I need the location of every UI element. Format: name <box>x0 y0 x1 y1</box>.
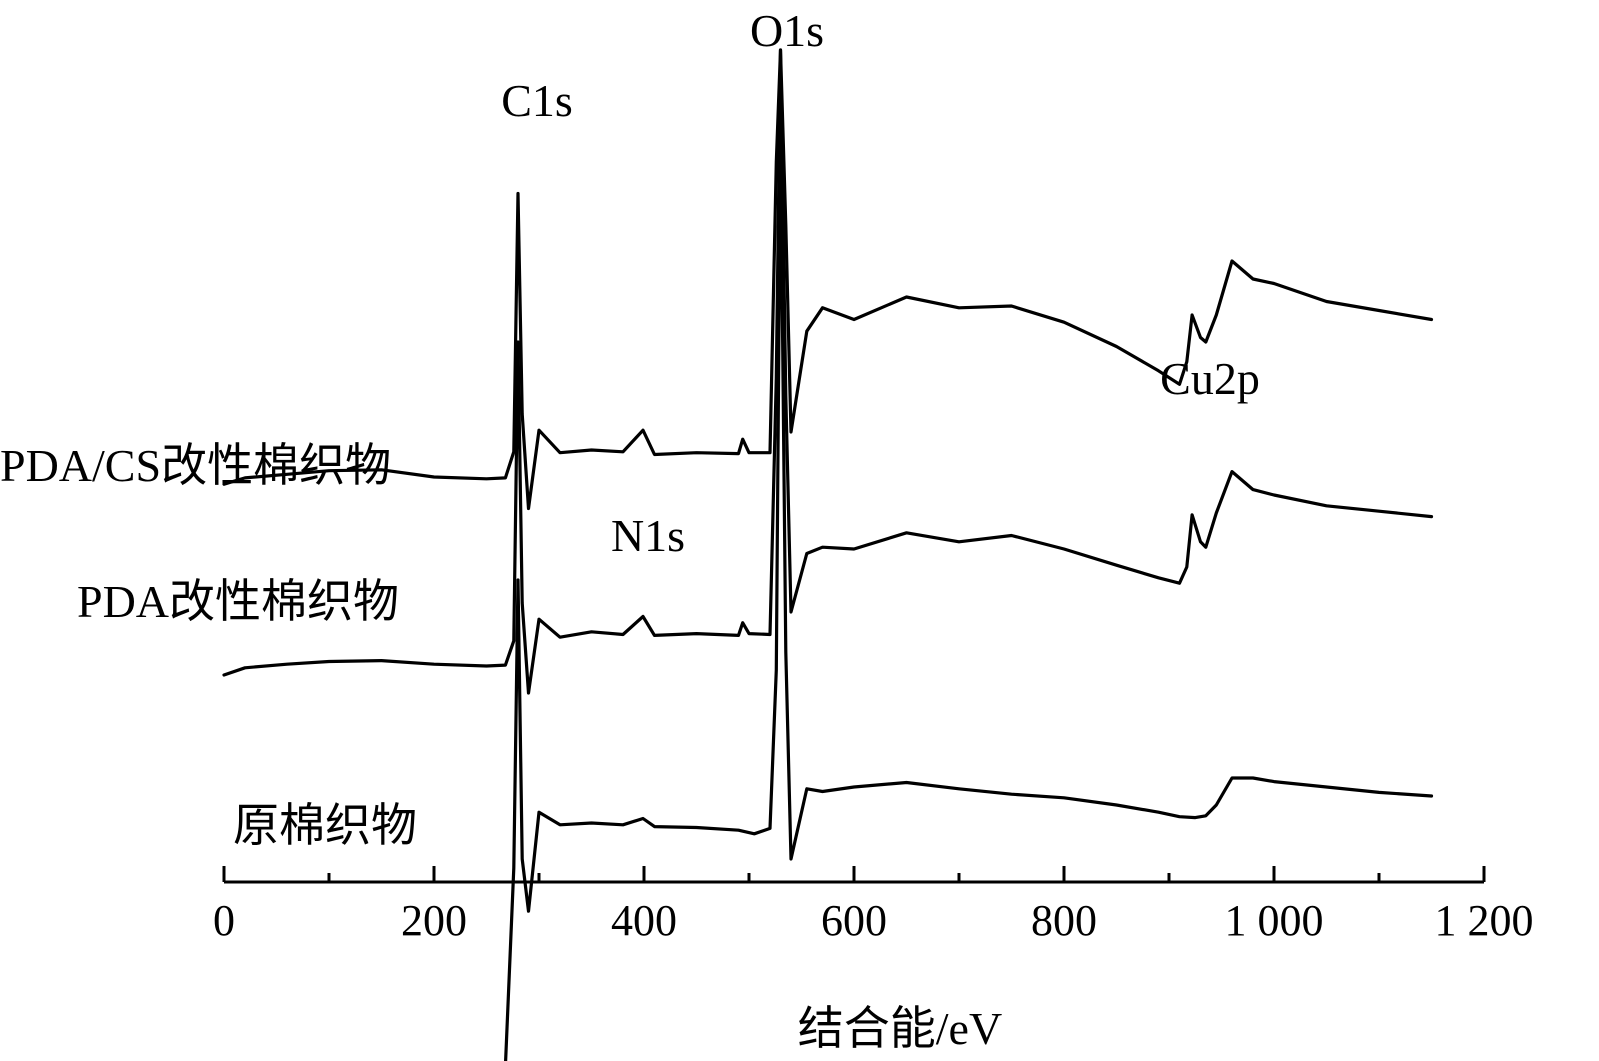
x-axis-title: 结合能/eV <box>798 1003 1002 1054</box>
x-tick-label: 0 <box>213 896 235 945</box>
peak-label-o1s: O1s <box>750 5 824 56</box>
x-tick-label: 400 <box>611 896 677 945</box>
x-axis-ticks: 0 200 400 600 800 1 000 1 200 <box>213 866 1534 945</box>
x-tick-label: 1 200 <box>1435 896 1534 945</box>
spectrum-pda-cs <box>222 48 1434 511</box>
series-layer <box>222 48 1434 1061</box>
x-tick-label: 800 <box>1031 896 1097 945</box>
x-tick-label: 600 <box>821 896 887 945</box>
series-label-pda-cs: PDA/CS改性棉织物 <box>0 440 391 491</box>
spectrum-raw-cotton <box>504 128 1434 1061</box>
peak-label-n1s: N1s <box>611 510 685 561</box>
peak-label-c1s: C1s <box>501 75 573 126</box>
x-tick-label: 200 <box>401 896 467 945</box>
series-label-pda: PDA改性棉织物 <box>77 576 399 627</box>
series-label-raw-cotton: 原棉织物 <box>233 800 417 851</box>
peak-label-cu2p: Cu2p <box>1160 353 1260 404</box>
x-tick-label: 1 000 <box>1225 896 1324 945</box>
